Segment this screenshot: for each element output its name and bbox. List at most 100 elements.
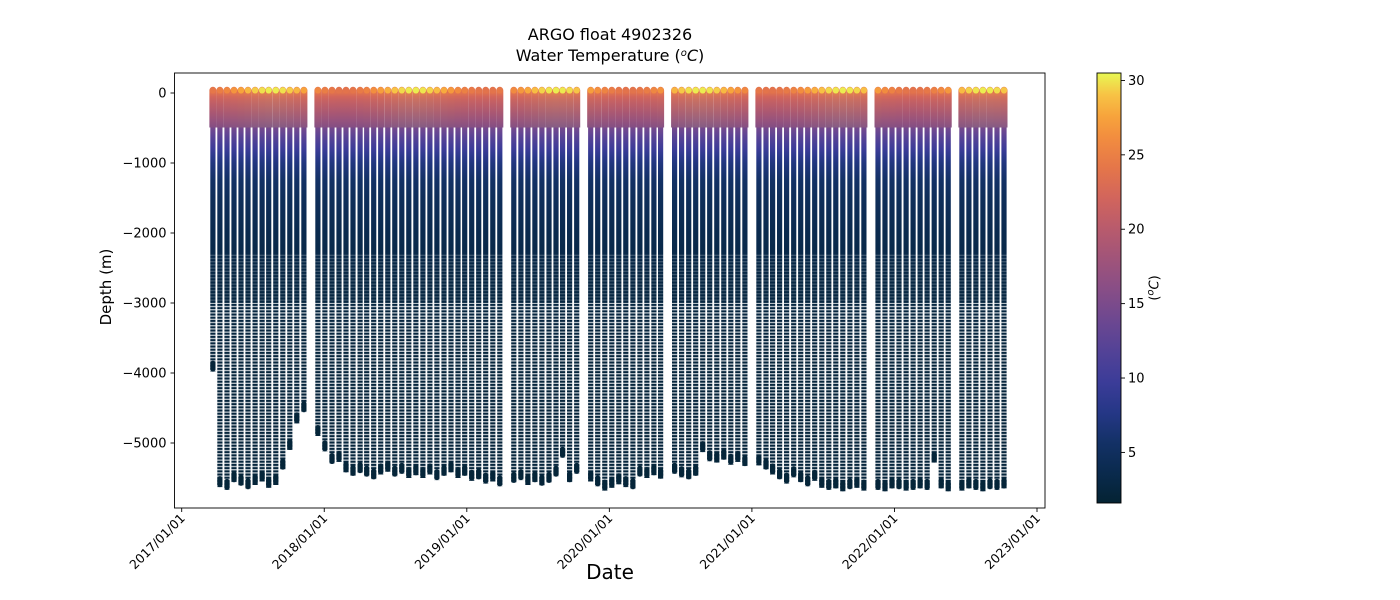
y-tick-label: −1000 [123,157,167,172]
profile-upper-segment [244,86,252,128]
seasonal-tint [587,93,595,128]
seasonal-tint [755,93,763,128]
seasonal-tint [986,93,994,128]
profile-upper-segment [965,86,973,128]
surface-dot [454,87,462,94]
profile-bottom-cap [518,469,524,481]
seasonal-tint [811,93,819,128]
seasonal-tint [391,93,399,128]
profile-upper-segment [797,86,805,128]
seasonal-tint [321,93,329,128]
surface-dot [636,87,644,94]
surface-dot [818,87,825,94]
surface-dot [440,87,448,94]
seasonal-tint [615,93,623,128]
profile-bottom-cap [735,450,741,462]
seasonal-tint [783,93,791,128]
profile-bottom-cap [273,474,279,485]
seasonal-tint [244,93,252,128]
profile-upper-segment [923,86,931,128]
surface-dot [629,87,637,94]
colorbar-degree-sup: o [1145,289,1157,296]
profile-bottom-cap [651,464,657,476]
profile-upper-segment [587,86,595,128]
profile-bottom-cap [511,471,517,483]
profile-upper-segment [622,86,630,128]
seasonal-tint [496,93,504,128]
profile-bottom-cap [224,478,230,490]
profile-bottom-cap [826,478,832,490]
seasonal-tint [650,93,658,128]
profile-bottom-cap [693,464,699,476]
profile-bottom-cap [490,470,496,482]
profile-upper-segment [755,86,763,128]
seasonal-tint [636,93,644,128]
seasonal-tint [517,93,525,128]
surface-dot [398,87,405,94]
colorbar-tick-label: 15 [1128,297,1145,312]
surface-dot [734,87,741,94]
profile-upper-segment [734,86,742,128]
profile-upper-segment [363,86,371,128]
profile-bottom-cap [861,479,867,491]
surface-dot [349,87,357,94]
profile-upper-segment [629,86,637,128]
surface-dot [587,87,594,94]
profile-bottom-cap [553,465,559,477]
seasonal-tint [363,93,371,128]
profile-upper-segment [524,86,532,128]
profile-bottom-cap [763,458,769,470]
profile-upper-segment [916,86,924,128]
profile-bottom-cap [287,439,293,450]
surface-dot [559,87,566,94]
surface-dot [692,87,699,94]
surface-dot [853,87,861,94]
surface-dot [251,87,259,94]
profile-bottom-cap [616,473,622,485]
profile-lower-segment [210,127,216,372]
seasonal-tint [489,93,497,128]
profile-upper-segment [335,86,343,128]
profile-upper-segment [545,86,553,128]
profile-bottom-cap [476,468,482,480]
y-tick-label: −2000 [123,227,167,242]
seasonal-tint [846,93,854,128]
surface-dot [727,87,734,94]
sampling-texture [206,254,1010,508]
profile-bottom-cap [609,476,615,488]
profile-upper-segment [762,86,770,128]
profile-bottom-cap [742,455,748,467]
profile-upper-segment [713,86,721,128]
seasonal-tint [475,93,483,128]
profile-bottom-cap [574,462,580,474]
profile-bottom-cap [399,462,405,474]
profile-upper-segment [342,86,350,128]
surface-dot [797,87,804,94]
profile-upper-segment [293,86,301,128]
profile-bottom-cap [840,480,846,492]
profile-bottom-cap [497,475,503,487]
surface-dot [293,87,300,94]
medium-sampling-band [206,254,1010,303]
surface-dot [909,87,917,94]
profile-bottom-cap [833,477,839,489]
surface-dot [216,87,224,94]
surface-dot [741,87,749,94]
profile-upper-segment [671,86,679,128]
profile-bottom-cap [217,476,223,488]
seasonal-tint [790,93,798,128]
profile-bottom-cap [707,450,713,462]
profile-bottom-cap [903,479,909,491]
seasonal-tint [958,93,966,128]
profile-upper-segment [230,86,238,128]
profile-bottom-cap [294,412,300,424]
profile-upper-segment [349,86,357,128]
seasonal-tint [524,93,532,128]
profile-bottom-cap [896,478,902,490]
profile-upper-segment [279,86,287,128]
seasonal-tint [454,93,462,128]
seasonal-tint [566,93,574,128]
profile-upper-segment [769,86,777,128]
surface-dot [916,87,924,94]
profile-upper-segment [573,86,581,128]
